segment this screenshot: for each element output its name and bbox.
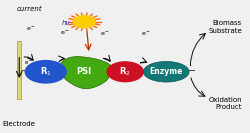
Text: Oxidation
Product: Oxidation Product — [208, 97, 242, 110]
Text: R$_1$: R$_1$ — [40, 66, 52, 78]
Text: e$^-$: e$^-$ — [100, 31, 110, 38]
Text: e$^-$: e$^-$ — [24, 59, 32, 67]
Text: e$^-$: e$^-$ — [141, 31, 151, 38]
Text: PSI: PSI — [77, 67, 92, 76]
Circle shape — [107, 62, 143, 82]
Text: Biomass
Substrate: Biomass Substrate — [208, 20, 242, 34]
FancyBboxPatch shape — [17, 41, 21, 99]
Polygon shape — [60, 57, 113, 89]
Text: e$^-$: e$^-$ — [60, 29, 70, 37]
Text: hν: hν — [62, 20, 70, 26]
Circle shape — [73, 16, 96, 28]
Text: e$^-$: e$^-$ — [26, 25, 36, 33]
Text: current: current — [17, 6, 42, 12]
Text: R$_2$: R$_2$ — [120, 66, 131, 78]
Text: Enzyme: Enzyme — [150, 67, 183, 76]
Circle shape — [25, 61, 66, 83]
Text: Electrode: Electrode — [3, 121, 36, 127]
Ellipse shape — [143, 61, 189, 82]
